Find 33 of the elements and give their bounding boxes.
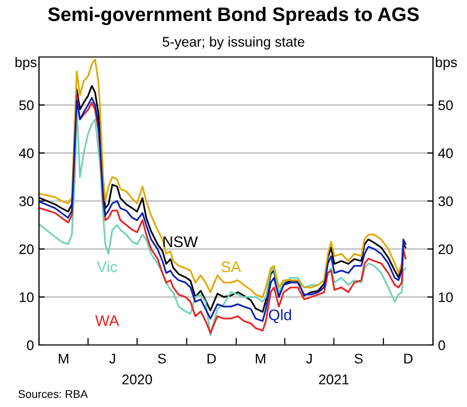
y-tick-label: 30 bbox=[19, 196, 34, 206]
y2-tick-label: 10 bbox=[438, 292, 453, 302]
text: M bbox=[256, 354, 266, 364]
y2-tick-label: 0 bbox=[438, 340, 446, 350]
x-tick-label: 2021 bbox=[319, 374, 349, 384]
y-tick-label: 40 bbox=[19, 148, 34, 158]
y2-tick-label: 20 bbox=[438, 244, 453, 254]
text: D bbox=[404, 354, 413, 364]
source-note: Sources: RBA bbox=[18, 390, 88, 398]
line-series bbox=[39, 58, 406, 298]
y2-tick-label: 30 bbox=[438, 196, 453, 206]
series-label: NSW bbox=[163, 236, 198, 248]
y-tick-label: 10 bbox=[20, 292, 34, 302]
text: D bbox=[208, 354, 216, 364]
y2-tick-label: 40 bbox=[438, 148, 453, 158]
text: M bbox=[58, 354, 68, 364]
text: WA bbox=[95, 315, 120, 326]
chart-title: Semi-government Bond Spreads to AGS bbox=[48, 6, 419, 26]
chart-subtitle: 5-year; by issuing state bbox=[162, 36, 304, 50]
y-tick-label: 0 bbox=[26, 340, 34, 350]
series-label: Qld bbox=[268, 309, 292, 324]
series-label: Vic bbox=[96, 260, 118, 272]
y2-axis-title: bps bbox=[436, 57, 457, 70]
text: S bbox=[354, 354, 363, 364]
y-tick-label: 20 bbox=[19, 244, 34, 254]
text: J bbox=[306, 354, 312, 364]
x-tick-label: 2020 bbox=[122, 374, 152, 384]
text: J bbox=[109, 354, 116, 364]
y2-tick-label: 50 bbox=[438, 100, 453, 110]
y-axis-title: bps bbox=[16, 57, 37, 70]
series-label: SA bbox=[221, 261, 242, 272]
text: S bbox=[158, 354, 166, 364]
y-tick-label: 50 bbox=[19, 100, 34, 110]
